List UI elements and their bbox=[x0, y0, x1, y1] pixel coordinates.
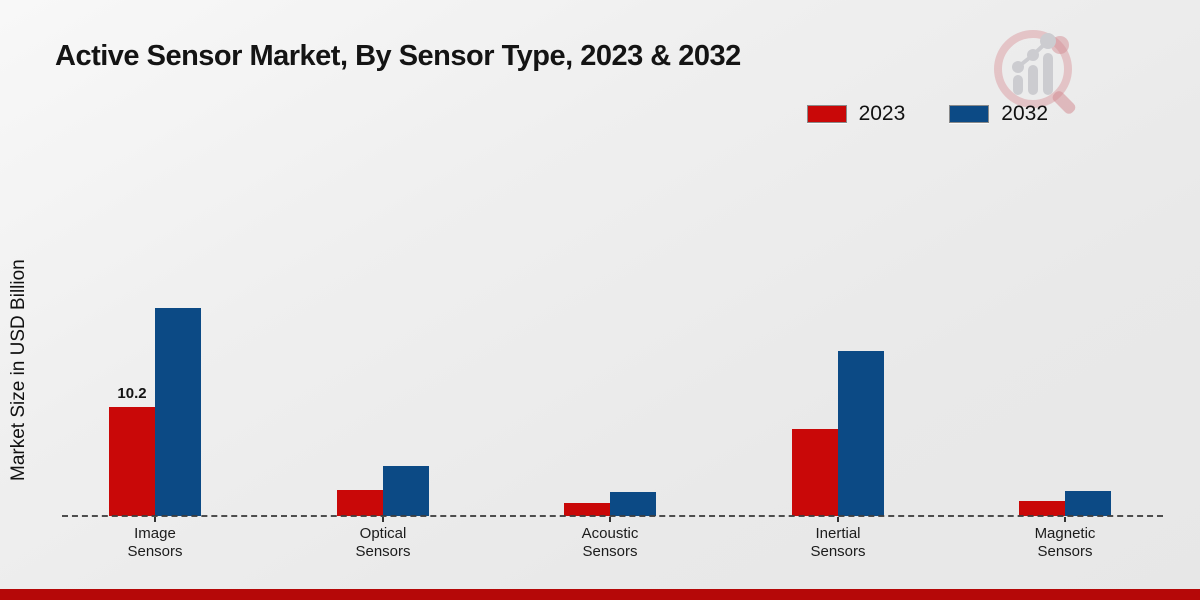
chart-title: Active Sensor Market, By Sensor Type, 20… bbox=[55, 40, 741, 72]
legend-label-2023: 2023 bbox=[858, 102, 906, 125]
x-axis-tick bbox=[1064, 517, 1066, 522]
bar-2032-acoustic-sensors bbox=[610, 492, 656, 516]
category-label-magnetic-sensors: Magnetic Sensors bbox=[1034, 525, 1096, 560]
legend-swatch-2023 bbox=[806, 105, 847, 123]
logo-trend-line bbox=[1016, 39, 1050, 69]
logo-bar-medium bbox=[1028, 65, 1038, 95]
category-label-acoustic-sensors: Acoustic Sensors bbox=[581, 525, 639, 560]
bar-value-label: 10.2 bbox=[117, 385, 147, 402]
bar-2032-inertial-sensors bbox=[838, 351, 884, 516]
logo-watermark bbox=[994, 30, 1076, 114]
bar-2023-image-sensors bbox=[109, 407, 155, 516]
logo-magnifier-ring bbox=[994, 30, 1072, 108]
legend-item-2032: 2032 bbox=[949, 102, 1048, 126]
category-label-inertial-sensors: Inertial Sensors bbox=[810, 525, 866, 560]
logo-bar-tall bbox=[1043, 53, 1053, 95]
legend: 2023 2032 bbox=[806, 102, 1048, 126]
bar-2023-magnetic-sensors bbox=[1019, 501, 1065, 516]
legend-label-2032: 2032 bbox=[1001, 102, 1048, 125]
category-label-optical-sensors: Optical Sensors bbox=[355, 525, 411, 560]
category-label-image-sensors: Image Sensors bbox=[127, 525, 183, 560]
bar-2032-magnetic-sensors bbox=[1065, 491, 1111, 516]
x-axis-tick bbox=[837, 517, 839, 522]
x-axis-tick bbox=[382, 517, 384, 522]
bar-2032-image-sensors bbox=[155, 308, 201, 516]
x-axis-tick bbox=[609, 517, 611, 522]
legend-swatch-2032 bbox=[949, 105, 990, 123]
bar-2032-optical-sensors bbox=[383, 466, 429, 516]
logo-bar-small bbox=[1013, 75, 1023, 95]
footer-stripe bbox=[0, 589, 1200, 600]
legend-item-2023: 2023 bbox=[806, 102, 906, 126]
bar-2023-acoustic-sensors bbox=[564, 503, 610, 516]
bar-2023-inertial-sensors bbox=[792, 429, 838, 516]
logo-magnifier-handle bbox=[1052, 91, 1076, 114]
x-axis-tick bbox=[154, 517, 156, 522]
x-axis-dashed-line bbox=[62, 515, 1163, 517]
bar-2023-optical-sensors bbox=[337, 490, 383, 516]
